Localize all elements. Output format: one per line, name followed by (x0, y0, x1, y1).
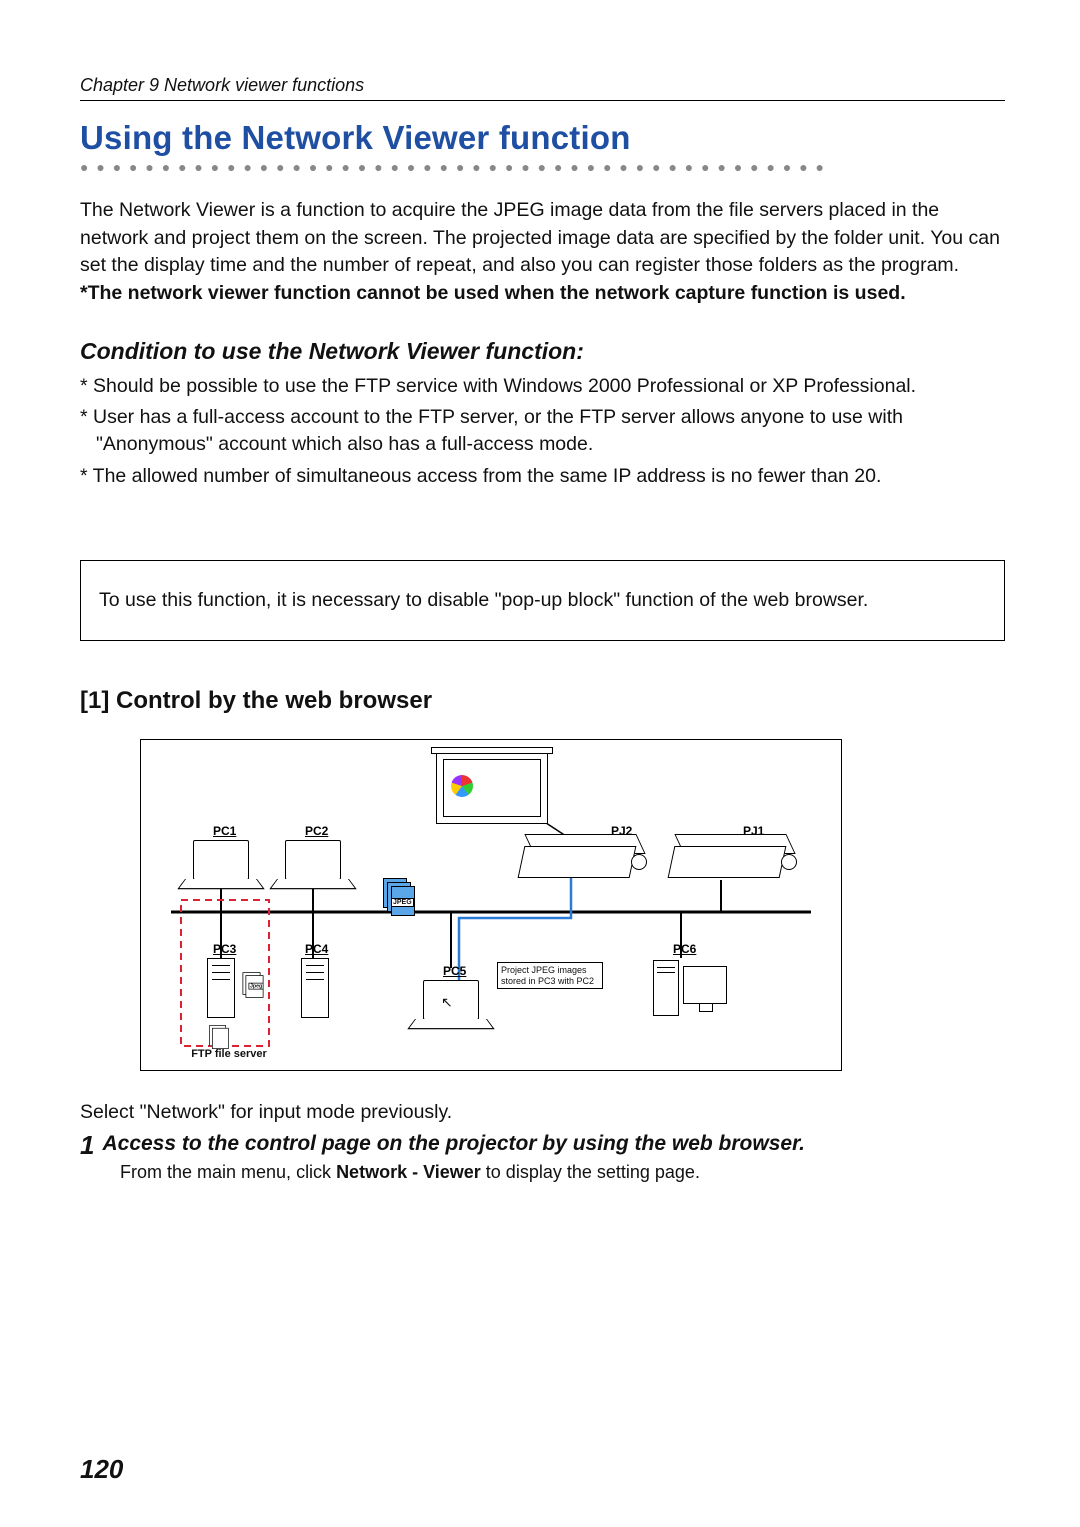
tower-icon (207, 958, 235, 1018)
condition-item: * The allowed number of simultaneous acc… (80, 463, 1005, 490)
projector-icon (521, 832, 641, 880)
label-pc2: PC2 (305, 824, 328, 838)
condition-list: * Should be possible to use the FTP serv… (80, 373, 1005, 490)
page-number: 120 (80, 1454, 123, 1485)
chapter-text: Chapter 9 Network viewer functions (80, 75, 364, 96)
intro-paragraph: The Network Viewer is a function to acqu… (80, 197, 1005, 308)
step-body-pre: From the main menu, click (120, 1162, 336, 1182)
step-number: 1 (80, 1132, 94, 1158)
section-head: [1] Control by the web browser (80, 687, 1005, 715)
step-body: From the main menu, click Network - View… (120, 1162, 1005, 1183)
jpeg-docs-icon (209, 1025, 229, 1049)
step-1: 1 Access to the control page on the proj… (80, 1130, 1005, 1158)
label-pc5: PC5 (443, 964, 466, 978)
dotted-rule: ● ● ● ● ● ● ● ● ● ● ● ● ● ● ● ● ● ● ● ● … (80, 159, 1005, 175)
jpeg-docs-icon: JPEG (383, 878, 411, 912)
caption-below: Select "Network" for input mode previous… (80, 1101, 1005, 1124)
laptop-icon (193, 840, 257, 890)
chapter-header: Chapter 9 Network viewer functions (80, 75, 1005, 101)
label-pc3: PC3 (213, 942, 236, 956)
laptop-icon (285, 840, 349, 890)
condition-item: * User has a full-access account to the … (80, 404, 1005, 459)
diagram-note: Project JPEG images stored in PC3 with P… (497, 962, 603, 989)
ftp-caption: FTP file server (189, 1048, 269, 1060)
condition-head: Condition to use the Network Viewer func… (80, 338, 1005, 365)
projector-icon (671, 832, 791, 880)
step-title: Access to the control page on the projec… (102, 1130, 804, 1157)
page-root: Chapter 9 Network viewer functions Using… (0, 0, 1080, 1527)
condition-item: * Should be possible to use the FTP serv… (80, 373, 1005, 400)
intro-text: The Network Viewer is a function to acqu… (80, 199, 1000, 276)
cursor-icon: ↖ (441, 994, 453, 1011)
label-pc6: PC6 (673, 942, 696, 956)
step-body-post: to display the setting page. (481, 1162, 700, 1182)
jpeg-docs-icon: Jpeg (243, 972, 264, 998)
note-box: To use this function, it is necessary to… (80, 560, 1005, 641)
tower-monitor-icon (653, 960, 733, 1016)
intro-bold: *The network viewer function cannot be u… (80, 282, 906, 304)
main-title: Using the Network Viewer function (80, 119, 1005, 157)
label-pc1: PC1 (213, 824, 236, 838)
label-pc4: PC4 (305, 942, 328, 956)
laptop-icon (423, 980, 487, 1030)
network-diagram: PC1 PC2 PJ2 PJ1 JPEG PC3 PC4 PC5 PC6 Jpe… (140, 739, 842, 1071)
jpeg-label-small: Jpeg (249, 983, 264, 990)
step-body-bold: Network - Viewer (336, 1162, 481, 1182)
tower-icon (301, 958, 329, 1018)
jpeg-label: JPEG (391, 898, 414, 907)
note-text: To use this function, it is necessary to… (99, 589, 868, 611)
